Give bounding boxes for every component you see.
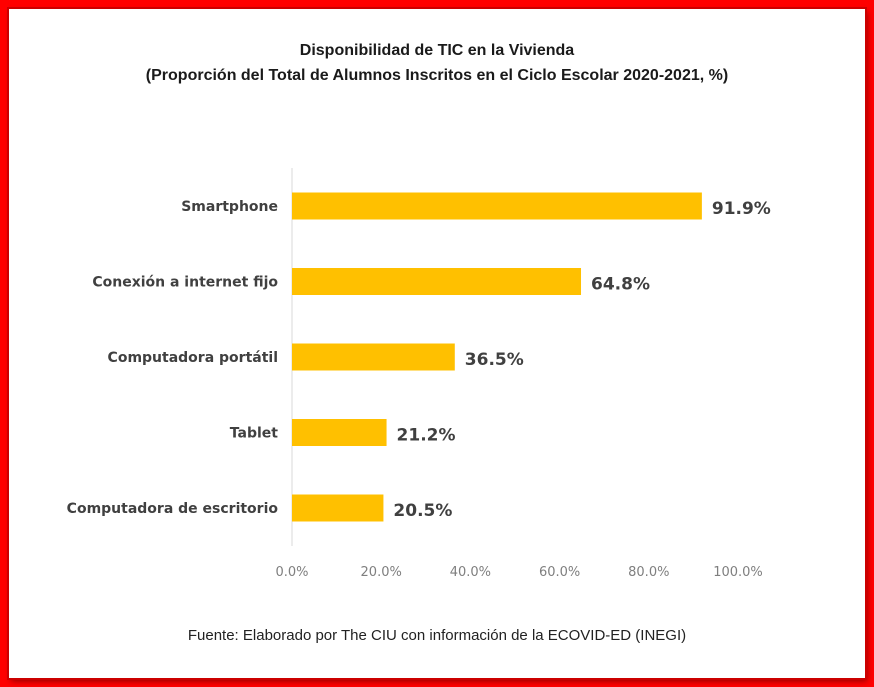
chart-title: Disponibilidad de TIC en la Vivienda <box>299 42 575 59</box>
bar-3 <box>292 343 455 371</box>
chart-subtitle: (Proporción del Total de Alumnos Inscrit… <box>145 67 729 84</box>
data-label: 64.8% <box>591 275 650 295</box>
data-label: 36.5% <box>465 350 524 370</box>
category-label: Computadora portátil <box>108 350 278 366</box>
data-label: 20.5% <box>393 501 452 521</box>
bar-2 <box>292 268 582 295</box>
data-label: 21.2% <box>397 426 456 446</box>
category-label: Smartphone <box>181 199 278 215</box>
x-tick-label: 60.0% <box>539 565 580 580</box>
category-label: Computadora de escritorio <box>67 501 279 517</box>
bar-1 <box>292 192 702 220</box>
x-tick-label: 100.0% <box>713 565 763 580</box>
bar-5 <box>292 494 384 522</box>
category-label: Tablet <box>230 426 279 442</box>
source-note: Fuente: Elaborado por The CIU con inform… <box>187 627 687 644</box>
x-tick-label: 0.0% <box>275 565 308 580</box>
category-label: Conexión a internet fijo <box>92 275 278 291</box>
x-tick-label: 40.0% <box>450 565 491 580</box>
x-tick-label: 80.0% <box>628 565 669 580</box>
bar-4 <box>292 419 387 446</box>
data-label: 91.9% <box>712 199 771 219</box>
x-tick-label: 20.0% <box>361 565 402 580</box>
